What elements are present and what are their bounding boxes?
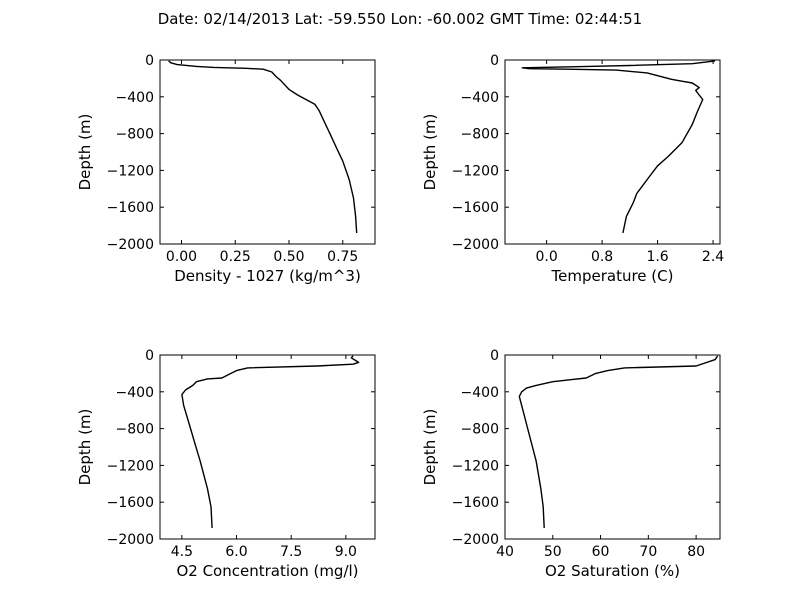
y-tick-label: −1200 xyxy=(107,163,154,179)
density-y-axis-label: Depth (m) xyxy=(76,114,94,191)
figure-title: Date: 02/14/2013 Lat: -59.550 Lon: -60.0… xyxy=(158,10,642,28)
density-axes-frame xyxy=(159,59,376,245)
y-tick-label: −2000 xyxy=(107,237,154,253)
x-tick-label: 80 xyxy=(687,544,705,560)
y-tick-label: −800 xyxy=(461,422,499,438)
y-tick-label: −2000 xyxy=(452,532,499,548)
y-tick-label: −400 xyxy=(461,385,499,401)
y-tick-label: −400 xyxy=(116,90,154,106)
o2-concentration-x-axis-label: O2 Concentration (mg/l) xyxy=(176,562,358,580)
y-tick-label: −400 xyxy=(116,385,154,401)
o2-saturation-axes-frame xyxy=(504,354,721,540)
o2-saturation-profile-line xyxy=(518,355,719,529)
y-tick-label: −1600 xyxy=(107,495,154,511)
x-tick-label: 7.5 xyxy=(280,544,302,560)
x-tick-label: 0.25 xyxy=(220,249,251,265)
y-tick-label: −800 xyxy=(461,127,499,143)
y-tick-label: −1600 xyxy=(452,495,499,511)
x-tick-label: 0.50 xyxy=(273,249,304,265)
density-profile-line xyxy=(168,60,358,234)
o2-concentration-profile-line xyxy=(181,355,360,529)
y-tick-label: 0 xyxy=(145,53,154,69)
temperature-panel: 0.0 0.8 1.6 2.4 0 −400 −800 −1200 −1600 −2000 Temp… xyxy=(421,53,724,285)
x-tick-label: 9.0 xyxy=(335,544,357,560)
y-tick-label: 0 xyxy=(490,348,499,364)
density-panel: 0.00 0.25 0.50 0.75 0 −400 −800 −1200 −1600 −2000… xyxy=(76,53,376,285)
y-tick-label: −2000 xyxy=(107,532,154,548)
y-tick-label: −1600 xyxy=(452,200,499,216)
x-tick-label: 1.6 xyxy=(646,249,668,265)
o2-saturation-panel: 40 50 60 70 80 0 −400 −800 −1200 −1600 −2000 O2 Sat… xyxy=(421,348,721,580)
o2-concentration-y-axis-label: Depth (m) xyxy=(76,409,94,486)
x-tick-label: 0.0 xyxy=(535,249,557,265)
x-tick-label: 0.8 xyxy=(591,249,613,265)
o2-saturation-y-axis-label: Depth (m) xyxy=(421,409,439,486)
temperature-profile-line xyxy=(521,60,716,234)
x-tick-label: 70 xyxy=(639,544,657,560)
x-tick-label: 6.0 xyxy=(225,544,247,560)
y-tick-label: 0 xyxy=(145,348,154,364)
temperature-y-axis-label: Depth (m) xyxy=(421,114,439,191)
y-tick-label: −2000 xyxy=(452,237,499,253)
x-tick-label: 2.4 xyxy=(702,249,724,265)
temperature-x-axis-label: Temperature (C) xyxy=(551,267,674,285)
y-tick-label: −1600 xyxy=(107,200,154,216)
y-tick-label: −800 xyxy=(116,422,154,438)
y-tick-label: −800 xyxy=(116,127,154,143)
y-tick-label: −1200 xyxy=(452,458,499,474)
y-tick-label: −1200 xyxy=(452,163,499,179)
x-tick-label: 0.75 xyxy=(327,249,358,265)
x-tick-label: 4.5 xyxy=(171,544,193,560)
x-tick-label: 60 xyxy=(592,544,610,560)
o2-concentration-axes-frame xyxy=(159,354,376,540)
density-x-axis-label: Density - 1027 (kg/m^3) xyxy=(174,267,361,285)
x-tick-label: 50 xyxy=(544,544,562,560)
x-tick-label: 40 xyxy=(496,544,514,560)
y-tick-label: −1200 xyxy=(107,458,154,474)
x-tick-label: 0.00 xyxy=(166,249,197,265)
y-tick-label: −400 xyxy=(461,90,499,106)
o2-saturation-x-axis-label: O2 Saturation (%) xyxy=(545,562,680,580)
temperature-axes-frame xyxy=(504,59,721,245)
y-tick-label: 0 xyxy=(490,53,499,69)
o2-concentration-panel: 4.5 6.0 7.5 9.0 0 −400 −800 −1200 −1600 −2000 O2 C… xyxy=(76,348,376,580)
